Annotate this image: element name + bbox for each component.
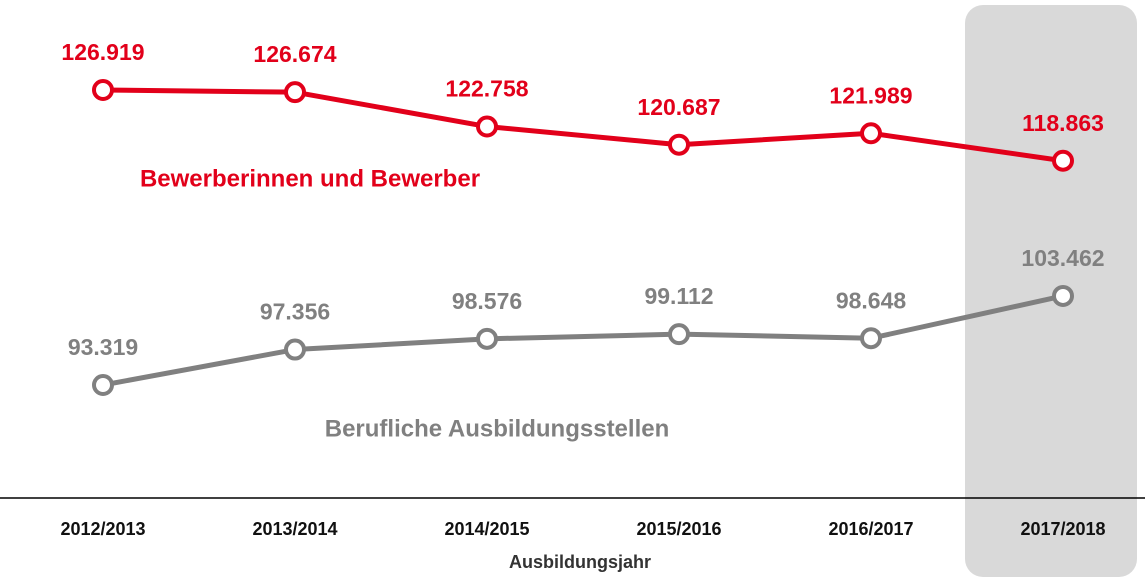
series-line: [102, 293, 1064, 388]
data-point: [284, 338, 306, 361]
data-point: [1052, 149, 1074, 172]
data-point: [860, 327, 882, 350]
data-label: 93.319: [68, 334, 138, 360]
x-tick-label: 2016/2017: [828, 519, 913, 539]
series-line: [102, 87, 1064, 164]
data-label: 103.462: [1021, 245, 1104, 271]
data-label: 122.758: [445, 76, 528, 102]
x-tick-label: 2017/2018: [1020, 519, 1105, 539]
series-name: Bewerberinnen und Bewerber: [140, 165, 480, 192]
data-label: 99.112: [644, 283, 713, 309]
x-axis-label: Ausbildungsjahr: [509, 552, 651, 572]
x-tick-label: 2014/2015: [444, 519, 529, 539]
data-label: 120.687: [637, 94, 720, 120]
highlight-band: [965, 5, 1137, 577]
x-tick-label: 2012/2013: [60, 519, 145, 539]
data-label: 98.576: [452, 288, 522, 314]
data-point: [284, 81, 306, 104]
data-point: [476, 327, 498, 350]
data-point: [668, 323, 690, 346]
data-label: 121.989: [829, 82, 912, 108]
data-label: 97.356: [260, 299, 330, 325]
data-point: [92, 79, 114, 101]
data-label: 126.674: [253, 41, 336, 67]
data-point: [668, 133, 690, 156]
data-point: [860, 122, 882, 145]
data-point: [476, 115, 498, 138]
data-label: 98.648: [836, 287, 907, 313]
data-label: 118.863: [1022, 110, 1104, 136]
data-point: [1052, 284, 1074, 307]
x-tick-label: 2015/2016: [636, 519, 721, 539]
data-label: 126.919: [61, 39, 144, 65]
x-tick-label: 2013/2014: [252, 519, 337, 539]
data-point: [92, 374, 114, 396]
series-name: Berufliche Ausbildungsstellen: [325, 415, 670, 442]
